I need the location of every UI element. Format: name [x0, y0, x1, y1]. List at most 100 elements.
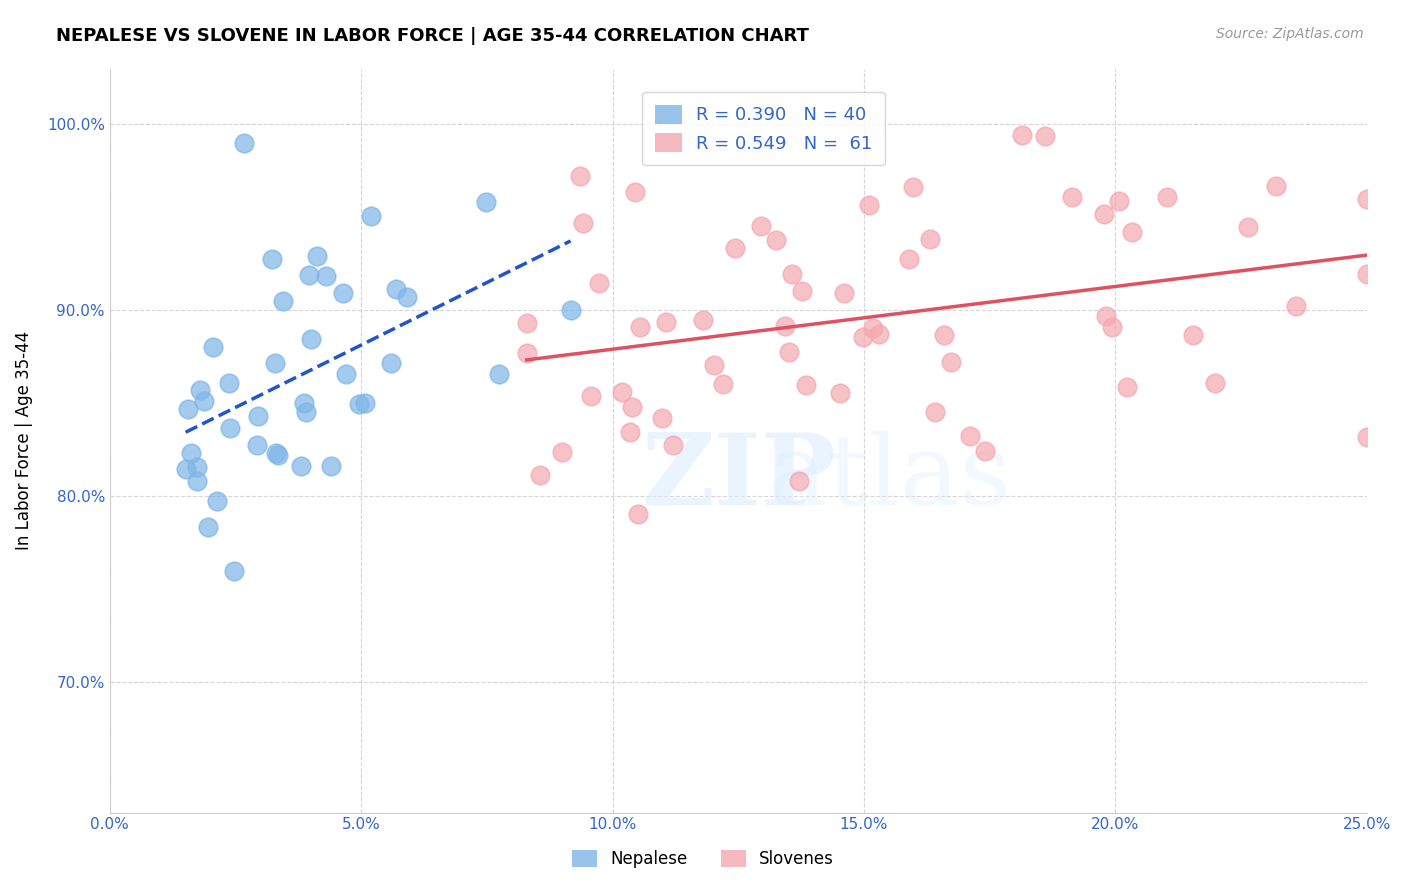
- Point: [628, 319, 651, 334]
- Point: [332, 286, 354, 301]
- Point: [384, 282, 406, 296]
- Point: [1060, 190, 1083, 204]
- Point: [1092, 207, 1115, 221]
- Point: [920, 232, 942, 246]
- Point: [292, 396, 315, 410]
- Point: [1355, 429, 1378, 443]
- Point: [290, 458, 312, 473]
- Point: [197, 520, 219, 534]
- Point: [794, 378, 817, 392]
- Point: [219, 421, 242, 435]
- Point: [711, 376, 734, 391]
- Point: [177, 401, 200, 416]
- Point: [569, 169, 592, 183]
- Point: [749, 219, 772, 233]
- Point: [1204, 376, 1226, 390]
- Point: [941, 354, 963, 368]
- Point: [692, 313, 714, 327]
- Point: [232, 136, 254, 150]
- Point: [778, 345, 800, 359]
- Legend: Nepalese, Slovenes: Nepalese, Slovenes: [565, 843, 841, 875]
- Point: [903, 180, 925, 194]
- Point: [180, 446, 202, 460]
- Point: [529, 468, 551, 483]
- Point: [174, 462, 197, 476]
- Point: [703, 359, 725, 373]
- Point: [360, 209, 382, 223]
- Point: [560, 303, 582, 318]
- Point: [247, 409, 270, 424]
- Point: [201, 340, 224, 354]
- Point: [780, 267, 803, 281]
- Point: [1355, 267, 1378, 281]
- Point: [661, 438, 683, 452]
- Point: [246, 438, 269, 452]
- Point: [789, 475, 811, 489]
- Point: [299, 332, 322, 346]
- Y-axis label: In Labor Force | Age 35-44: In Labor Force | Age 35-44: [15, 331, 32, 550]
- Point: [627, 507, 650, 521]
- Point: [335, 367, 357, 381]
- Point: [551, 445, 574, 459]
- Point: [273, 293, 295, 308]
- Point: [186, 460, 208, 475]
- Point: [260, 252, 283, 266]
- Point: [267, 449, 290, 463]
- Point: [852, 330, 875, 344]
- Point: [1108, 194, 1130, 208]
- Point: [298, 268, 321, 282]
- Point: [516, 316, 538, 330]
- Point: [773, 318, 796, 333]
- Point: [765, 233, 787, 247]
- Point: [1237, 219, 1260, 234]
- Text: Source: ZipAtlas.com: Source: ZipAtlas.com: [1216, 27, 1364, 41]
- Point: [619, 425, 641, 439]
- Point: [307, 249, 329, 263]
- Point: [295, 405, 318, 419]
- Point: [1156, 190, 1178, 204]
- Point: [347, 397, 370, 411]
- Point: [959, 429, 981, 443]
- Point: [588, 276, 610, 290]
- Point: [475, 194, 498, 209]
- Point: [724, 241, 747, 255]
- Point: [1101, 320, 1123, 334]
- Point: [395, 290, 418, 304]
- Text: ZIP: ZIP: [641, 429, 835, 526]
- Point: [264, 446, 287, 460]
- Point: [610, 385, 633, 400]
- Point: [897, 252, 920, 266]
- Point: [572, 215, 595, 229]
- Legend: R = 0.390   N = 40, R = 0.549   N =  61: R = 0.390 N = 40, R = 0.549 N = 61: [643, 93, 884, 165]
- Point: [193, 394, 215, 409]
- Point: [1094, 309, 1116, 323]
- Point: [974, 444, 997, 458]
- Point: [186, 475, 208, 489]
- Point: [1121, 225, 1143, 239]
- Point: [315, 269, 337, 284]
- Point: [651, 411, 673, 425]
- Point: [1115, 380, 1137, 394]
- Point: [858, 198, 880, 212]
- Point: [581, 389, 603, 403]
- Point: [1355, 192, 1378, 206]
- Point: [624, 185, 647, 199]
- Point: [1011, 128, 1033, 142]
- Point: [832, 285, 855, 300]
- Point: [516, 346, 538, 360]
- Point: [932, 327, 955, 342]
- Point: [218, 376, 240, 390]
- Point: [621, 400, 644, 414]
- Point: [380, 356, 402, 370]
- Point: [319, 459, 342, 474]
- Point: [264, 356, 287, 370]
- Point: [1181, 328, 1204, 343]
- Point: [222, 564, 245, 578]
- Point: [868, 327, 890, 342]
- Point: [1285, 299, 1308, 313]
- Point: [190, 383, 212, 397]
- Point: [655, 315, 678, 329]
- Point: [1265, 178, 1288, 193]
- Point: [488, 367, 510, 381]
- Text: atlas: atlas: [768, 430, 1011, 525]
